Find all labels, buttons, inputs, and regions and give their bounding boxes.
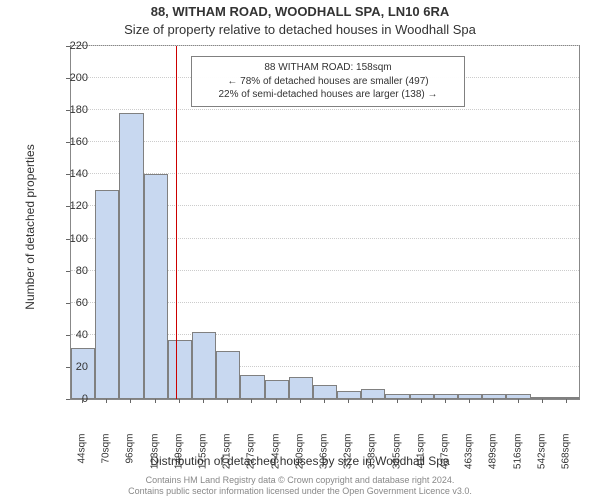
histogram-bar (410, 394, 434, 399)
histogram-bar (458, 394, 482, 399)
x-tick-mark (372, 399, 373, 403)
histogram-bar (144, 174, 168, 399)
histogram-bar (361, 389, 385, 399)
x-tick-mark (179, 399, 180, 403)
x-tick-mark (155, 399, 156, 403)
histogram-bar (71, 348, 95, 399)
histogram-bar (555, 397, 579, 399)
y-tick-mark (66, 46, 70, 47)
y-tick-mark (66, 399, 70, 400)
histogram-bar (168, 340, 192, 399)
x-tick-mark (445, 399, 446, 403)
y-tick-mark (66, 335, 70, 336)
histogram-bar (434, 394, 458, 399)
gridline (71, 45, 579, 46)
x-tick-mark (276, 399, 277, 403)
x-tick-mark (469, 399, 470, 403)
x-axis-label: Distribution of detached houses by size … (0, 454, 600, 468)
x-tick-mark (82, 399, 83, 403)
histogram-bar (289, 377, 313, 399)
histogram-bar (95, 190, 119, 399)
gridline (71, 109, 579, 110)
histogram-bar (531, 397, 555, 399)
attribution-line2: Contains public sector information licen… (128, 486, 472, 496)
x-tick-mark (397, 399, 398, 403)
x-tick-mark (493, 399, 494, 403)
x-tick-mark (227, 399, 228, 403)
histogram-bar (216, 351, 240, 399)
x-tick-mark (203, 399, 204, 403)
chart-container: 88, WITHAM ROAD, WOODHALL SPA, LN10 6RA … (0, 0, 600, 500)
x-tick-mark (421, 399, 422, 403)
gridline (71, 141, 579, 142)
annotation-line: 88 WITHAM ROAD: 158sqm (198, 61, 458, 75)
y-tick-mark (66, 206, 70, 207)
marker-line (176, 46, 177, 399)
y-tick-mark (66, 303, 70, 304)
y-tick-mark (66, 174, 70, 175)
x-tick-mark (106, 399, 107, 403)
y-tick-mark (66, 142, 70, 143)
attribution-line1: Contains HM Land Registry data © Crown c… (146, 475, 455, 485)
histogram-bar (265, 380, 289, 399)
histogram-bar (385, 394, 409, 399)
x-tick-mark (251, 399, 252, 403)
y-tick-mark (66, 271, 70, 272)
histogram-bar (240, 375, 264, 399)
annotation-box: 88 WITHAM ROAD: 158sqm← 78% of detached … (191, 56, 465, 107)
x-tick-mark (518, 399, 519, 403)
title-description: Size of property relative to detached ho… (0, 22, 600, 37)
histogram-bar (313, 385, 337, 399)
x-tick-mark (348, 399, 349, 403)
title-address: 88, WITHAM ROAD, WOODHALL SPA, LN10 6RA (0, 4, 600, 19)
histogram-bar (119, 113, 143, 399)
histogram-bar (482, 394, 506, 399)
annotation-line: 22% of semi-detached houses are larger (… (198, 88, 458, 102)
y-tick-mark (66, 239, 70, 240)
histogram-bar (337, 391, 361, 399)
y-tick-mark (66, 367, 70, 368)
y-tick-mark (66, 110, 70, 111)
x-tick-mark (300, 399, 301, 403)
x-tick-mark (130, 399, 131, 403)
y-axis-label: Number of detached properties (23, 127, 37, 327)
histogram-bar (192, 332, 216, 399)
x-tick-mark (324, 399, 325, 403)
x-tick-mark (542, 399, 543, 403)
histogram-bar (506, 394, 530, 399)
attribution: Contains HM Land Registry data © Crown c… (0, 475, 600, 498)
y-tick-mark (66, 78, 70, 79)
x-tick-mark (566, 399, 567, 403)
annotation-line: ← 78% of detached houses are smaller (49… (198, 75, 458, 89)
plot-area: 88 WITHAM ROAD: 158sqm← 78% of detached … (70, 45, 580, 400)
